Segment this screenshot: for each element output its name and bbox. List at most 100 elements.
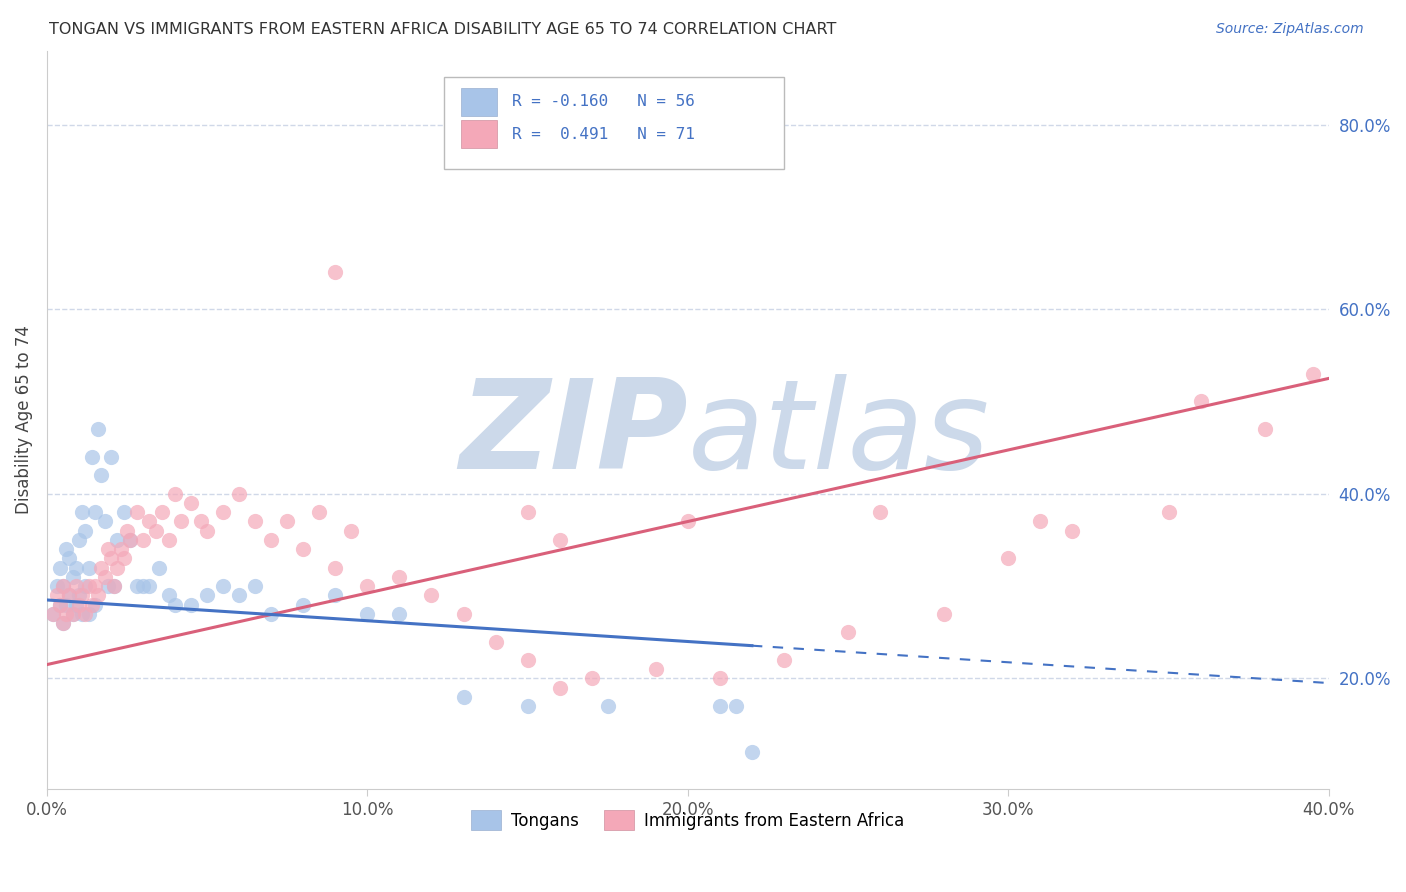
Point <box>453 607 475 621</box>
Point <box>120 533 142 547</box>
Point <box>276 515 298 529</box>
Point <box>65 560 87 574</box>
Point <box>93 515 115 529</box>
Point <box>62 607 84 621</box>
Point <box>67 598 90 612</box>
Point <box>180 496 202 510</box>
Point <box>1157 505 1180 519</box>
Point <box>84 579 107 593</box>
Point <box>150 505 173 519</box>
Point <box>245 515 267 529</box>
Point <box>356 579 378 593</box>
Point <box>90 560 112 574</box>
Point <box>90 468 112 483</box>
Point <box>97 542 120 557</box>
Point <box>869 505 891 519</box>
Point <box>190 515 212 529</box>
Point <box>138 579 160 593</box>
Point <box>100 450 122 464</box>
Point <box>120 533 142 547</box>
Point <box>62 570 84 584</box>
Point <box>1302 367 1324 381</box>
Legend: Tongans, Immigrants from Eastern Africa: Tongans, Immigrants from Eastern Africa <box>464 804 911 837</box>
Point <box>157 588 180 602</box>
Point <box>97 579 120 593</box>
Point <box>170 515 193 529</box>
Point <box>773 653 796 667</box>
Point <box>105 533 128 547</box>
Point <box>65 598 87 612</box>
Point <box>292 542 315 557</box>
Point <box>453 690 475 704</box>
Point <box>934 607 956 621</box>
Text: ZIP: ZIP <box>460 375 688 495</box>
Point <box>260 533 283 547</box>
Point <box>110 542 132 557</box>
Point <box>52 615 75 630</box>
Point <box>644 662 666 676</box>
Point <box>997 551 1019 566</box>
Point <box>709 672 731 686</box>
Point <box>132 579 155 593</box>
Point <box>138 515 160 529</box>
Point <box>676 515 699 529</box>
Point <box>356 607 378 621</box>
Point <box>323 588 346 602</box>
Text: atlas: atlas <box>688 375 990 495</box>
Point <box>45 588 67 602</box>
Point <box>112 551 135 566</box>
Point <box>125 579 148 593</box>
Point <box>180 598 202 612</box>
Point <box>93 570 115 584</box>
Point <box>157 533 180 547</box>
Point <box>388 607 411 621</box>
Point <box>741 745 763 759</box>
Text: TONGAN VS IMMIGRANTS FROM EASTERN AFRICA DISABILITY AGE 65 TO 74 CORRELATION CHA: TONGAN VS IMMIGRANTS FROM EASTERN AFRICA… <box>49 22 837 37</box>
Point <box>260 607 283 621</box>
Point <box>48 598 70 612</box>
Text: R = -0.160   N = 56: R = -0.160 N = 56 <box>512 95 695 110</box>
Point <box>45 579 67 593</box>
Point <box>67 533 90 547</box>
Point <box>323 560 346 574</box>
Point <box>52 579 75 593</box>
FancyBboxPatch shape <box>461 87 496 116</box>
Point <box>420 588 443 602</box>
Point <box>55 542 77 557</box>
Point <box>212 505 235 519</box>
Point <box>103 579 125 593</box>
Point <box>165 487 187 501</box>
Point <box>112 505 135 519</box>
Point <box>58 588 80 602</box>
Point <box>323 265 346 279</box>
Text: Source: ZipAtlas.com: Source: ZipAtlas.com <box>1216 22 1364 37</box>
Point <box>70 505 93 519</box>
Point <box>724 699 747 714</box>
Point <box>58 588 80 602</box>
Point <box>75 579 97 593</box>
Point <box>105 560 128 574</box>
Point <box>87 588 110 602</box>
Point <box>165 598 187 612</box>
Point <box>77 560 100 574</box>
Point <box>1189 394 1212 409</box>
Point <box>75 607 97 621</box>
Point <box>292 598 315 612</box>
Point <box>195 524 218 538</box>
Point <box>228 588 250 602</box>
Point <box>837 625 859 640</box>
Point <box>70 607 93 621</box>
Point <box>709 699 731 714</box>
Point <box>84 505 107 519</box>
Point <box>228 487 250 501</box>
Point <box>484 634 506 648</box>
Point <box>52 615 75 630</box>
Point <box>340 524 363 538</box>
Point <box>87 422 110 436</box>
Point <box>42 607 65 621</box>
Point <box>1029 515 1052 529</box>
Point <box>596 699 619 714</box>
Point <box>48 560 70 574</box>
Text: R =  0.491   N = 71: R = 0.491 N = 71 <box>512 127 695 142</box>
Point <box>516 653 538 667</box>
